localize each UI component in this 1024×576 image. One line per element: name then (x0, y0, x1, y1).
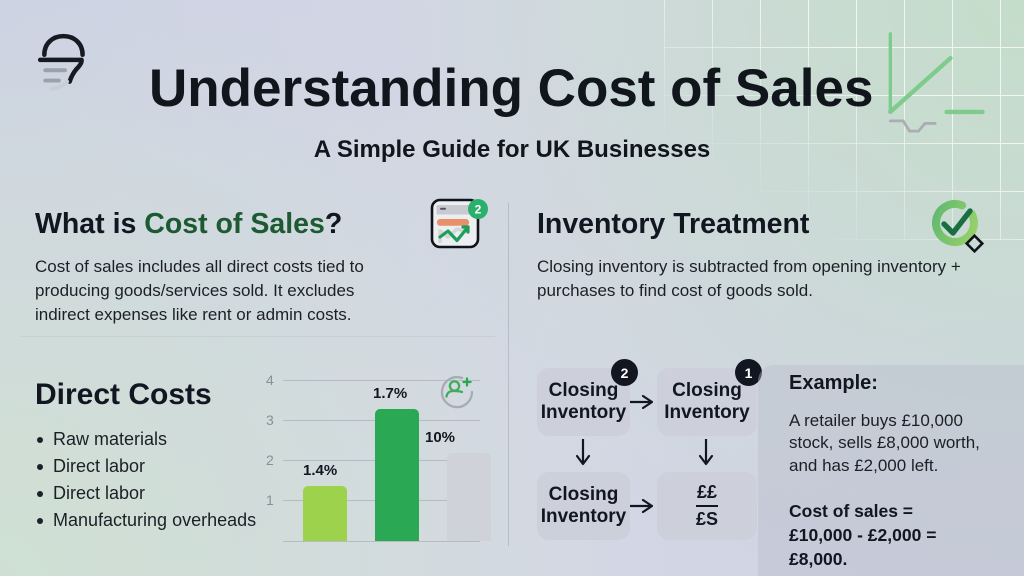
svg-text:2: 2 (475, 202, 482, 216)
